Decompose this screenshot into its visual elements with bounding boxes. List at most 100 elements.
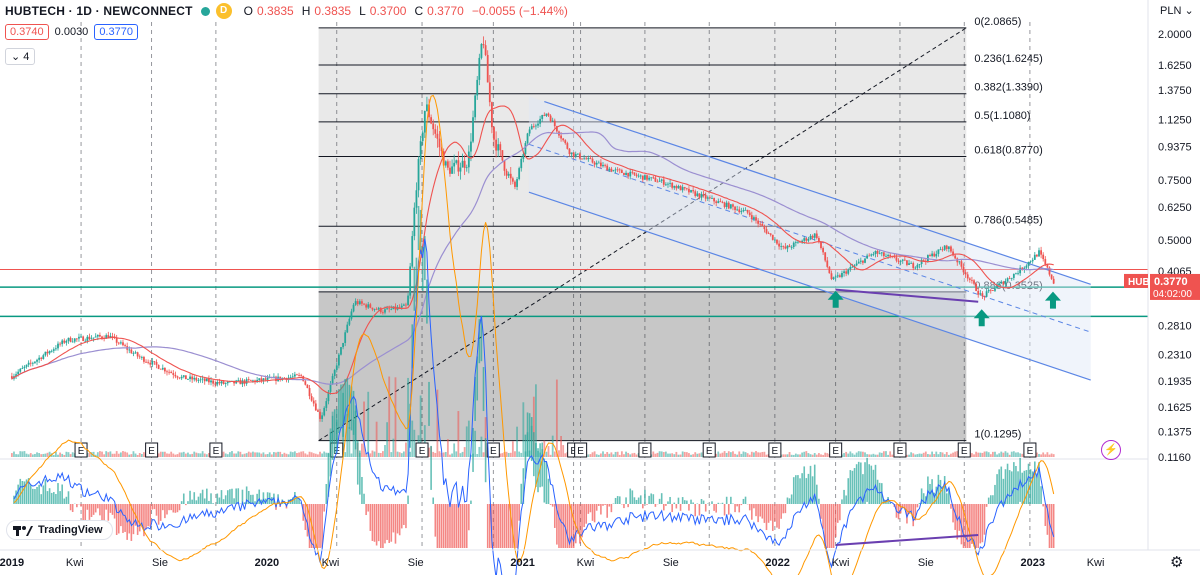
macd-bar	[901, 504, 904, 508]
candle-body	[495, 139, 497, 151]
earnings-marker-box	[415, 442, 429, 458]
macd-bar	[447, 504, 449, 548]
volume-bar	[34, 453, 36, 457]
volume-bar	[738, 451, 741, 457]
macd-bar	[792, 477, 795, 504]
candle-body	[499, 144, 502, 151]
macd-bar	[623, 504, 625, 509]
macd-bar	[1023, 470, 1026, 504]
volume-bar	[61, 453, 64, 457]
volume-bar	[19, 451, 22, 457]
price-scale-label: 0.7500	[1158, 175, 1192, 187]
macd-bar	[784, 504, 787, 514]
volume-bar	[564, 453, 567, 457]
macd-bar	[813, 464, 816, 504]
ask-box[interactable]: 0.3770	[94, 24, 138, 40]
candle-body	[560, 135, 562, 139]
candle-body	[763, 226, 766, 230]
macd-bar	[216, 493, 219, 504]
macd-bar	[40, 494, 43, 504]
macd-bar	[340, 384, 342, 429]
volume-bar	[48, 451, 51, 457]
symbol-title[interactable]: HUBTECH · 1D · NEWCONNECT	[5, 4, 193, 18]
macd-bar	[730, 496, 732, 504]
candle-body	[637, 175, 640, 177]
candle-body	[157, 364, 160, 369]
time-axis-label: Kwi	[832, 557, 850, 569]
macd-bar	[380, 504, 382, 548]
volume-bar	[285, 453, 288, 457]
macd-bar	[855, 464, 858, 504]
macd-bar	[1050, 504, 1053, 548]
indicators-count: 4	[23, 51, 30, 63]
candle-body	[652, 177, 655, 179]
candle-body	[602, 164, 604, 167]
macd-bar	[828, 504, 831, 548]
earnings-marker-box	[768, 442, 782, 458]
macd-bar	[646, 504, 648, 505]
macd-bar	[505, 504, 508, 548]
candle-body	[224, 383, 227, 384]
candle-body	[421, 132, 424, 142]
macd-bar	[88, 504, 91, 520]
macd-bar	[639, 495, 642, 504]
macd-bar	[86, 504, 89, 510]
volume-bar	[975, 451, 978, 457]
candle-body	[390, 308, 393, 310]
candle-body	[788, 245, 791, 248]
volume-bar	[882, 451, 885, 457]
volume-bar	[413, 429, 416, 457]
macd-bar	[761, 504, 764, 519]
candle-body	[337, 354, 340, 366]
macd-bar	[132, 504, 135, 535]
volume-bar	[199, 453, 202, 457]
macd-bar	[367, 504, 370, 512]
candle-body	[878, 253, 881, 255]
macd-bar	[629, 488, 632, 504]
candle-body	[346, 324, 349, 333]
candle-body	[1050, 274, 1053, 279]
candle-body	[694, 191, 697, 196]
candle-body	[696, 193, 699, 196]
volume-bar	[348, 427, 351, 457]
macd-bar	[90, 504, 93, 517]
macd-bar	[908, 504, 910, 514]
macd-bar	[985, 504, 988, 507]
volume-bar	[1052, 454, 1055, 457]
macd-bar	[124, 504, 126, 532]
interval-badge[interactable]: D	[215, 3, 232, 19]
macd-bar	[329, 432, 332, 477]
macd-bar	[849, 470, 852, 504]
candle-body	[952, 251, 954, 256]
macd-bar	[918, 503, 921, 504]
candle-body	[170, 371, 173, 374]
macd-bar	[229, 489, 231, 504]
macd-bar	[551, 504, 554, 507]
candle-body	[539, 118, 542, 124]
volume-bar	[950, 453, 952, 457]
macd-bar	[948, 487, 950, 504]
tradingview-logo[interactable]: TradingView	[6, 520, 113, 540]
candle-body	[258, 378, 261, 380]
macd-bar	[34, 489, 36, 504]
candle-body	[216, 382, 219, 385]
bid-box[interactable]: 0.3740	[5, 24, 49, 40]
volume-bar	[692, 454, 695, 457]
volume-bar	[788, 452, 791, 457]
candle-body	[507, 173, 510, 176]
macd-bar	[430, 445, 432, 490]
gear-icon[interactable]: ⚙	[1170, 554, 1184, 571]
volume-bar	[811, 454, 814, 457]
volume-bar	[947, 454, 950, 457]
candle-body	[335, 365, 338, 371]
candle-body	[205, 378, 208, 382]
macd-bar	[296, 496, 298, 504]
macd-bar	[753, 504, 755, 509]
indicators-collapse-button[interactable]: ⌄ 4	[5, 48, 36, 65]
macd-bar	[143, 504, 145, 537]
price-scale-label: 0.6250	[1158, 202, 1192, 214]
candle-body	[908, 263, 910, 265]
candle-body	[249, 379, 252, 381]
lightning-icon[interactable]: ⚡	[1101, 440, 1121, 460]
